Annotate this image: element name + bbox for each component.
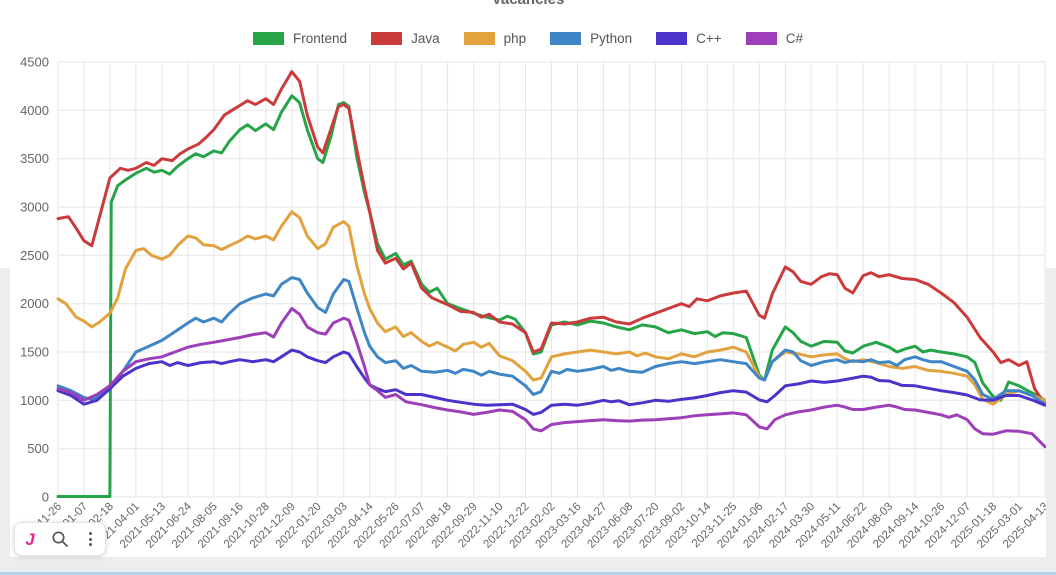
svg-text:3500: 3500 [20, 151, 49, 166]
translator-button[interactable]: J [15, 524, 45, 554]
gridlines [57, 61, 1046, 498]
series-line-frontend [56, 94, 1046, 498]
series-line-python [56, 276, 1046, 406]
legend-item-c-[interactable]: C# [745, 31, 803, 46]
legend-swatch [463, 32, 495, 45]
svg-text:500: 500 [27, 441, 49, 456]
legend-item-c-[interactable]: C++ [656, 31, 722, 46]
legend-label: Python [590, 31, 633, 46]
page-bottom-strip [0, 557, 1056, 575]
chart-canvas[interactable]: 0 500 1000 1500 2000 2500 3000 3500 4000 4500 2020… [10, 0, 1046, 557]
chart-card: Vacancies Frontend Java php Python C++ C# 0 50… [10, 0, 1046, 557]
legend-label: Frontend [293, 31, 348, 46]
svg-text:4500: 4500 [20, 55, 49, 70]
legend-swatch [550, 32, 582, 45]
legend-swatch [371, 32, 403, 45]
svg-text:0: 0 [42, 490, 49, 505]
page-background-right [1046, 268, 1056, 575]
legend-label: php [503, 31, 527, 46]
series-line-java [56, 70, 1046, 406]
legend-swatch [745, 32, 777, 45]
legend-label: Java [411, 31, 440, 46]
legend-swatch [253, 32, 285, 45]
legend-label: C++ [696, 31, 722, 46]
legend-item-python[interactable]: Python [550, 31, 632, 46]
svg-text:2500: 2500 [20, 248, 49, 263]
y-axis-labels: 0 500 1000 1500 2000 2500 3000 3500 4000 4500 [20, 55, 49, 505]
svg-text:4000: 4000 [20, 103, 49, 118]
lens-button[interactable] [45, 524, 75, 554]
page-background-left [0, 268, 10, 575]
svg-text:2000: 2000 [20, 296, 49, 311]
magnifier-icon [52, 531, 68, 547]
chart-legend: Frontend Java php Python C++ C# [10, 31, 1046, 46]
series-lines [56, 70, 1046, 498]
legend-swatch [656, 32, 688, 45]
legend-item-java[interactable]: Java [371, 31, 440, 46]
legend-label: C# [785, 31, 803, 46]
kebab-menu-icon [88, 532, 92, 546]
svg-text:1000: 1000 [20, 393, 49, 408]
chart-title: Vacancies [10, 0, 1046, 8]
series-line-c- [56, 348, 1046, 416]
svg-text:3000: 3000 [20, 200, 49, 215]
x-axis-labels: 2020-11-262021-01-072021-02-182021-04-01… [15, 500, 1046, 551]
more-button[interactable] [75, 524, 105, 554]
legend-item-php[interactable]: php [463, 31, 527, 46]
floating-toolbar: J [14, 522, 106, 556]
svg-text:1500: 1500 [20, 345, 49, 360]
series-line-c- [56, 307, 1046, 449]
legend-item-frontend[interactable]: Frontend [253, 31, 347, 46]
translate-icon: J [25, 529, 35, 549]
